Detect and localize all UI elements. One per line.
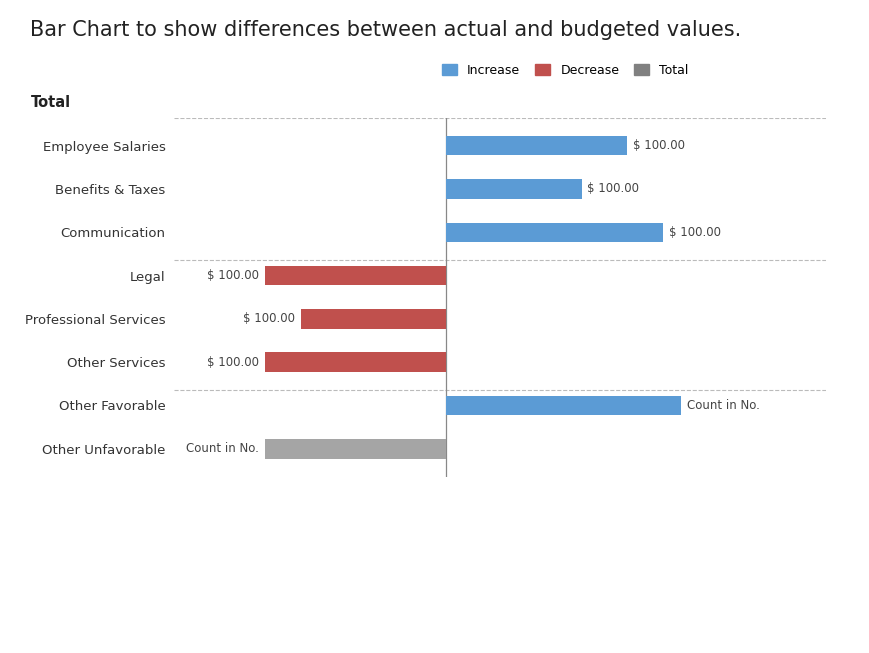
Text: $ 100.00: $ 100.00 xyxy=(632,139,684,152)
Text: $ 100.00: $ 100.00 xyxy=(668,226,720,239)
Bar xyxy=(446,179,581,199)
Bar xyxy=(264,266,446,285)
Bar xyxy=(264,353,446,372)
Text: $ 100.00: $ 100.00 xyxy=(207,356,259,369)
Text: Highlights: Highlights xyxy=(190,483,275,498)
Text: Count in No.: Count in No. xyxy=(687,399,759,412)
Bar xyxy=(446,396,680,415)
Text: $ 100.00: $ 100.00 xyxy=(587,182,639,195)
Text: $ 100.00: $ 100.00 xyxy=(243,312,295,325)
Bar xyxy=(446,136,627,155)
Legend: Increase, Decrease, Total: Increase, Decrease, Total xyxy=(437,59,693,82)
Bar xyxy=(264,439,446,458)
Text: Lorem ipsum dolor sit amet, consectetuer adipiscing elit. Maecenas porttitor con: Lorem ipsum dolor sit amet, consectetuer… xyxy=(190,505,828,537)
Text: Count in No.: Count in No. xyxy=(186,442,259,455)
Text: Total: Total xyxy=(30,95,70,110)
Text: Bar Chart to show differences between actual and budgeted values.: Bar Chart to show differences between ac… xyxy=(30,20,741,40)
Text: $ 100.00: $ 100.00 xyxy=(207,269,259,282)
Bar xyxy=(301,309,446,328)
Bar xyxy=(446,223,662,242)
